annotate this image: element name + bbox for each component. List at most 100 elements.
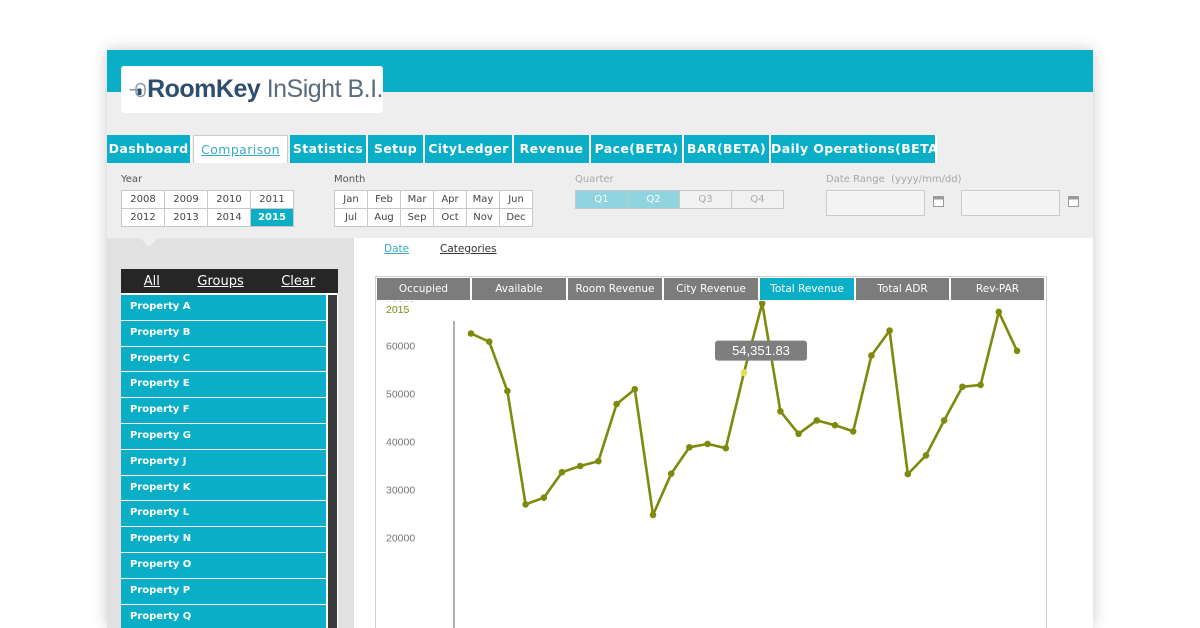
- property-item[interactable]: Property J: [121, 449, 326, 475]
- property-list-scrollbar[interactable]: [328, 295, 337, 628]
- data-point: [613, 400, 620, 408]
- property-item[interactable]: Property F: [121, 398, 326, 423]
- data-point: [595, 457, 602, 465]
- quarter-option-q3[interactable]: Q3: [680, 191, 732, 209]
- subtab-categories[interactable]: Categories: [440, 243, 497, 255]
- property-item[interactable]: Property G: [121, 423, 326, 449]
- chart-container: Occupied Available Room Revenue City Rev…: [375, 276, 1047, 628]
- data-point: [868, 352, 875, 359]
- month-option-dec[interactable]: Dec: [500, 209, 533, 227]
- metric-tab-total-adr[interactable]: Total ADR: [856, 278, 951, 300]
- month-option-oct[interactable]: Oct: [434, 209, 467, 227]
- data-point: [977, 381, 984, 389]
- logo-text: RoomKey InSight B.I.: [147, 75, 383, 104]
- y-tick-label: 40000: [386, 437, 415, 449]
- month-option-may[interactable]: May: [467, 191, 500, 209]
- metric-tab-room-revenue[interactable]: Room Revenue: [568, 278, 664, 300]
- y-tick-label: 50000: [386, 389, 415, 401]
- data-point: [831, 421, 839, 429]
- data-point: [795, 430, 802, 438]
- data-point: [849, 428, 857, 435]
- logo: RoomKey InSight B.I.: [121, 66, 384, 113]
- app-window: RoomKey InSight B.I. Dashboard Compariso…: [107, 50, 1093, 628]
- year-option-2014[interactable]: 2014: [208, 209, 251, 227]
- metric-tab-occupied[interactable]: Occupied: [377, 278, 472, 300]
- month-option-mar[interactable]: Mar: [401, 191, 434, 209]
- tab-dashboard[interactable]: Dashboard: [107, 135, 192, 163]
- tab-daily-operations-beta[interactable]: Daily Operations(BETA): [771, 135, 937, 163]
- properties-panel-header: All Groups Clear: [121, 269, 338, 293]
- data-point: [886, 327, 893, 334]
- quarter-option-q1[interactable]: Q1: [576, 191, 628, 209]
- tab-setup[interactable]: Setup: [368, 135, 425, 163]
- subtab-date[interactable]: Date: [384, 243, 410, 255]
- data-point: [777, 408, 784, 415]
- data-point: [540, 494, 548, 501]
- year-option-2010[interactable]: 2010: [208, 191, 251, 209]
- data-point: [467, 330, 475, 337]
- month-option-sep[interactable]: Sep: [401, 209, 434, 227]
- metric-tab-available[interactable]: Available: [472, 278, 568, 300]
- property-item[interactable]: Property O: [121, 552, 326, 578]
- tab-statistics[interactable]: Statistics: [290, 135, 368, 163]
- tab-revenue[interactable]: Revenue: [514, 135, 591, 163]
- logo-product: InSight B.I.: [266, 75, 384, 103]
- property-item[interactable]: Property K: [121, 475, 326, 501]
- data-point: [558, 468, 566, 476]
- y-tick-label: 70000: [386, 301, 415, 305]
- year-option-2008[interactable]: 2008: [122, 191, 165, 209]
- calendar-end-icon[interactable]: [1068, 196, 1079, 207]
- property-item[interactable]: Property A: [121, 295, 326, 320]
- year-option-2011[interactable]: 2011: [251, 191, 294, 209]
- month-option-jul[interactable]: Jul: [335, 209, 368, 227]
- data-point: [922, 452, 930, 459]
- selection-pointer: [140, 238, 158, 247]
- date-start-input[interactable]: [826, 190, 925, 216]
- data-point: [667, 470, 675, 477]
- data-point: [813, 417, 821, 424]
- month-option-apr[interactable]: Apr: [434, 191, 467, 209]
- property-item[interactable]: Property C: [121, 346, 326, 372]
- date-end-input[interactable]: [961, 190, 1060, 216]
- select-all-link[interactable]: All: [143, 273, 160, 289]
- month-option-nov[interactable]: Nov: [467, 209, 500, 227]
- month-option-aug[interactable]: Aug: [368, 209, 401, 227]
- year-option-2015[interactable]: 2015: [251, 209, 294, 227]
- data-point: [904, 470, 912, 478]
- month-label: Month: [334, 174, 366, 185]
- quarter-option-q2[interactable]: Q2: [628, 191, 680, 209]
- groups-link[interactable]: Groups: [197, 273, 244, 289]
- month-option-jun[interactable]: Jun: [500, 191, 533, 209]
- metric-tab-city-revenue[interactable]: City Revenue: [664, 278, 760, 300]
- property-item[interactable]: Property B: [121, 320, 326, 346]
- year-option-2012[interactable]: 2012: [122, 209, 165, 227]
- tab-pace-beta[interactable]: Pace(BETA): [591, 135, 684, 163]
- year-option-2009[interactable]: 2009: [165, 191, 208, 209]
- metric-tab-total-revenue[interactable]: Total Revenue: [760, 278, 856, 300]
- data-point: [576, 462, 584, 470]
- data-point: [722, 444, 730, 452]
- tab-cityledger[interactable]: CityLedger: [425, 135, 514, 163]
- tab-comparison[interactable]: Comparison: [193, 135, 288, 163]
- tooltip-value: 54,351.83: [732, 343, 790, 358]
- data-point: [704, 440, 711, 448]
- tab-bar-beta[interactable]: BAR(BETA): [684, 135, 771, 163]
- quarter-label: Quarter: [575, 174, 614, 185]
- month-option-jan[interactable]: Jan: [335, 191, 368, 209]
- quarter-option-q4[interactable]: Q4: [732, 191, 784, 209]
- calendar-start-icon[interactable]: [933, 196, 944, 207]
- properties-panel: All Groups Clear Property A Property B Pro…: [121, 269, 338, 628]
- month-option-feb[interactable]: Feb: [368, 191, 401, 209]
- property-item[interactable]: Property P: [121, 578, 326, 604]
- filter-bar: Year 2008 2009 2010 2011 2012 2013 2014 2015 Mo…: [107, 163, 1093, 238]
- property-item[interactable]: Property L: [121, 501, 326, 527]
- data-point: [740, 369, 748, 376]
- property-item[interactable]: Property Q: [121, 604, 326, 628]
- clear-link[interactable]: Clear: [281, 273, 316, 289]
- year-option-2013[interactable]: 2013: [165, 209, 208, 227]
- property-item[interactable]: Property E: [121, 372, 326, 398]
- data-point: [504, 387, 511, 395]
- metric-tab-rev-par[interactable]: Rev-PAR: [951, 278, 1046, 300]
- date-range-title: Date Range: [826, 174, 885, 185]
- property-item[interactable]: Property N: [121, 527, 326, 552]
